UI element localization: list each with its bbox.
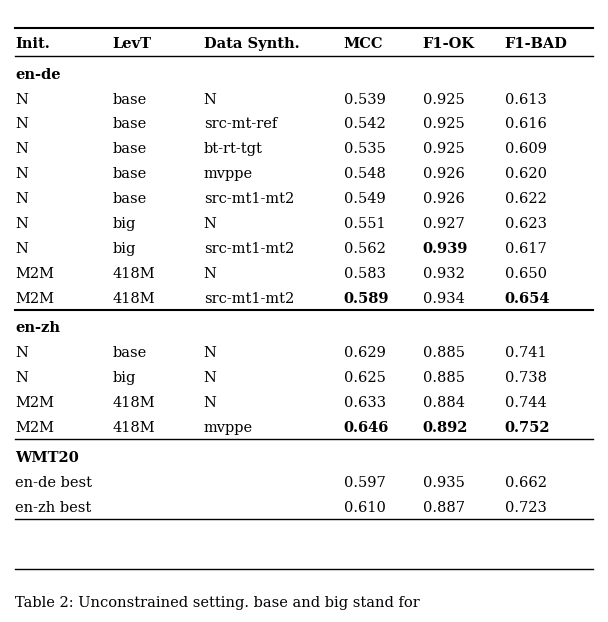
Text: 0.887: 0.887 (423, 501, 465, 514)
Text: N: N (15, 192, 28, 206)
Text: 0.620: 0.620 (505, 167, 547, 181)
Text: 418M: 418M (112, 292, 155, 305)
Text: 0.609: 0.609 (505, 142, 547, 156)
Text: base: base (112, 118, 147, 131)
Text: Data Synth.: Data Synth. (204, 37, 299, 50)
Text: N: N (15, 167, 28, 181)
Text: 418M: 418M (112, 267, 155, 281)
Text: big: big (112, 217, 136, 231)
Text: 0.589: 0.589 (344, 292, 389, 305)
Text: N: N (15, 142, 28, 156)
Text: en-zh best: en-zh best (15, 501, 91, 514)
Text: 0.548: 0.548 (344, 167, 385, 181)
Text: 0.741: 0.741 (505, 346, 546, 360)
Text: M2M: M2M (15, 267, 54, 281)
Text: 0.885: 0.885 (423, 371, 465, 385)
Text: N: N (204, 371, 216, 385)
Text: 0.616: 0.616 (505, 118, 547, 131)
Text: M2M: M2M (15, 396, 54, 410)
Text: base: base (112, 192, 147, 206)
Text: N: N (204, 267, 216, 281)
Text: M2M: M2M (15, 421, 54, 435)
Text: bt-rt-tgt: bt-rt-tgt (204, 142, 263, 156)
Text: big: big (112, 371, 136, 385)
Text: base: base (112, 346, 147, 360)
Text: 0.535: 0.535 (344, 142, 385, 156)
Text: src-mt1-mt2: src-mt1-mt2 (204, 292, 294, 305)
Text: N: N (15, 217, 28, 231)
Text: en-de: en-de (15, 68, 61, 81)
Text: 0.723: 0.723 (505, 501, 547, 514)
Text: 418M: 418M (112, 421, 155, 435)
Text: big: big (112, 242, 136, 256)
Text: 0.939: 0.939 (423, 242, 468, 256)
Text: 0.935: 0.935 (423, 476, 465, 490)
Text: 0.583: 0.583 (344, 267, 385, 281)
Text: 0.744: 0.744 (505, 396, 547, 410)
Text: F1-BAD: F1-BAD (505, 37, 567, 50)
Text: mvppe: mvppe (204, 167, 253, 181)
Text: en-de best: en-de best (15, 476, 92, 490)
Text: 0.926: 0.926 (423, 192, 465, 206)
Text: 0.654: 0.654 (505, 292, 550, 305)
Text: 0.646: 0.646 (344, 421, 389, 435)
Text: 0.934: 0.934 (423, 292, 465, 305)
Text: 0.932: 0.932 (423, 267, 465, 281)
Text: 0.610: 0.610 (344, 501, 385, 514)
Text: N: N (204, 93, 216, 106)
Text: 0.539: 0.539 (344, 93, 385, 106)
Text: 0.650: 0.650 (505, 267, 547, 281)
Text: 0.597: 0.597 (344, 476, 385, 490)
Text: 0.629: 0.629 (344, 346, 385, 360)
Text: 418M: 418M (112, 396, 155, 410)
Text: 0.884: 0.884 (423, 396, 465, 410)
Text: mvppe: mvppe (204, 421, 253, 435)
Text: base: base (112, 93, 147, 106)
Text: N: N (204, 217, 216, 231)
Text: F1-OK: F1-OK (423, 37, 475, 50)
Text: 0.738: 0.738 (505, 371, 547, 385)
Text: 0.892: 0.892 (423, 421, 468, 435)
Text: 0.549: 0.549 (344, 192, 385, 206)
Text: base: base (112, 167, 147, 181)
Text: src-mt-ref: src-mt-ref (204, 118, 277, 131)
Text: 0.551: 0.551 (344, 217, 385, 231)
Text: 0.925: 0.925 (423, 93, 465, 106)
Text: 0.927: 0.927 (423, 217, 465, 231)
Text: 0.925: 0.925 (423, 118, 465, 131)
Text: 0.885: 0.885 (423, 346, 465, 360)
Text: N: N (15, 242, 28, 256)
Text: N: N (204, 346, 216, 360)
Text: base: base (112, 142, 147, 156)
Text: MCC: MCC (344, 37, 383, 50)
Text: 0.542: 0.542 (344, 118, 385, 131)
Text: src-mt1-mt2: src-mt1-mt2 (204, 192, 294, 206)
Text: 0.622: 0.622 (505, 192, 547, 206)
Text: 0.617: 0.617 (505, 242, 547, 256)
Text: WMT20: WMT20 (15, 451, 79, 465)
Text: N: N (204, 396, 216, 410)
Text: 0.662: 0.662 (505, 476, 547, 490)
Text: N: N (15, 371, 28, 385)
Text: 0.633: 0.633 (344, 396, 385, 410)
Text: Table 2: Unconstrained setting. base and big stand for: Table 2: Unconstrained setting. base and… (15, 596, 420, 610)
Text: 0.613: 0.613 (505, 93, 547, 106)
Text: 0.623: 0.623 (505, 217, 547, 231)
Text: src-mt1-mt2: src-mt1-mt2 (204, 242, 294, 256)
Text: LevT: LevT (112, 37, 151, 50)
Text: Init.: Init. (15, 37, 50, 50)
Text: 0.562: 0.562 (344, 242, 385, 256)
Text: 0.752: 0.752 (505, 421, 550, 435)
Text: 0.926: 0.926 (423, 167, 465, 181)
Text: M2M: M2M (15, 292, 54, 305)
Text: N: N (15, 346, 28, 360)
Text: N: N (15, 93, 28, 106)
Text: 0.925: 0.925 (423, 142, 465, 156)
Text: 0.625: 0.625 (344, 371, 385, 385)
Text: N: N (15, 118, 28, 131)
Text: en-zh: en-zh (15, 322, 60, 335)
